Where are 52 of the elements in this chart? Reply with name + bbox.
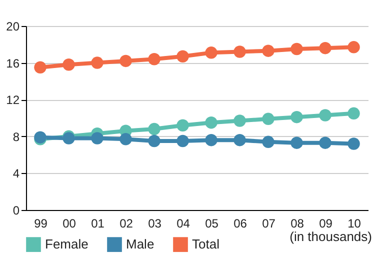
point bbox=[319, 136, 332, 149]
point bbox=[234, 114, 246, 127]
x-tick-label: 10 bbox=[348, 216, 362, 230]
point bbox=[348, 107, 360, 120]
y-tick-label: 16 bbox=[6, 56, 20, 70]
point bbox=[205, 116, 218, 129]
x-tick-label: 09 bbox=[319, 216, 333, 230]
y-tick-label: 12 bbox=[6, 93, 20, 108]
legend-label: Female bbox=[45, 236, 88, 252]
point bbox=[205, 46, 218, 59]
point bbox=[319, 42, 332, 54]
x-tick-label: 08 bbox=[290, 216, 304, 230]
point bbox=[91, 132, 104, 144]
point bbox=[176, 50, 189, 62]
x-tick-label: 06 bbox=[234, 216, 248, 230]
point bbox=[148, 122, 160, 136]
x-tick-label: 02 bbox=[120, 216, 134, 230]
point bbox=[348, 138, 360, 150]
point bbox=[34, 61, 46, 74]
x-tick-label: 05 bbox=[205, 216, 219, 230]
y-tick-label: 4 bbox=[12, 166, 20, 181]
legend-label: Total bbox=[192, 236, 220, 252]
point bbox=[290, 110, 303, 124]
x-tick-label: 00 bbox=[62, 216, 76, 230]
point bbox=[176, 134, 189, 148]
point bbox=[319, 109, 332, 122]
point bbox=[262, 44, 274, 57]
point bbox=[176, 119, 189, 132]
text: (in thousands) bbox=[290, 229, 372, 244]
x-tick-label: 04 bbox=[176, 216, 190, 230]
point bbox=[262, 112, 274, 126]
point bbox=[62, 58, 75, 71]
point bbox=[290, 42, 303, 56]
legend-label: Male bbox=[126, 236, 154, 252]
x-tick-label: 99 bbox=[34, 216, 48, 230]
point bbox=[148, 53, 160, 66]
point bbox=[234, 134, 246, 146]
point bbox=[120, 133, 132, 146]
point bbox=[290, 136, 303, 149]
point bbox=[262, 136, 274, 148]
point bbox=[234, 46, 246, 58]
x-tick-label: 03 bbox=[148, 216, 162, 230]
point bbox=[348, 41, 360, 54]
point bbox=[120, 54, 132, 68]
y-tick-label: 20 bbox=[6, 20, 20, 34]
point bbox=[148, 134, 160, 148]
point bbox=[205, 134, 218, 146]
x-tick-label: 01 bbox=[91, 216, 105, 230]
y-tick-label: 0 bbox=[12, 204, 20, 218]
y-tick-label: 8 bbox=[12, 130, 20, 144]
point bbox=[91, 56, 104, 69]
x-tick-label: 07 bbox=[262, 216, 276, 230]
